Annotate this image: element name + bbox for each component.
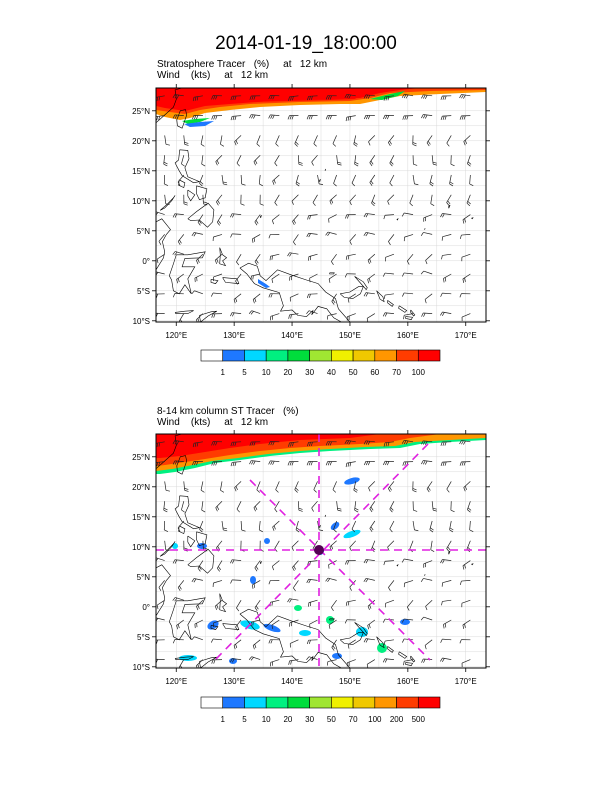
colorbar-swatch (244, 349, 267, 362)
colorbar-swatch (200, 696, 224, 709)
target-point-marker (314, 545, 324, 555)
colorbar-swatch (352, 696, 376, 709)
colorbar-label: 50 (327, 715, 336, 724)
colorbar-swatch (417, 349, 441, 362)
colorbar-swatch (417, 696, 441, 709)
top-map-panel (156, 88, 486, 322)
colorbar-swatch (265, 349, 289, 362)
lat-tick-label: 15°N (132, 513, 150, 522)
lat-tick-label: 10°S (133, 317, 150, 326)
lon-tick-label: 140°E (281, 677, 303, 686)
colorbar-swatch (374, 349, 397, 362)
bottom-map-frame (155, 433, 487, 669)
colorbar-swatch (265, 696, 289, 709)
colorbar-label: 100 (412, 368, 426, 377)
lat-tick-label: 5°N (137, 227, 151, 236)
lon-tick-label: 170°E (455, 677, 477, 686)
top-panel-subtitle-1: Stratosphere Tracer (%) at 12 km (157, 59, 328, 70)
lat-tick-label: 20°N (132, 483, 150, 492)
colorbar-swatch (396, 696, 419, 709)
colorbar-label: 50 (349, 368, 358, 377)
bottom-wind-barbs (156, 439, 474, 668)
colorbar-label: 5 (242, 368, 247, 377)
lat-tick-label: 0° (142, 257, 150, 266)
lon-tick-label: 130°E (223, 331, 245, 340)
lon-tick-label: 150°E (339, 677, 361, 686)
lat-tick-label: 5°N (137, 573, 151, 582)
bottom-panel-subtitle-2: Wind (kts) at 12 km (157, 417, 269, 428)
colorbar-swatch (331, 349, 354, 362)
top-coastlines (156, 88, 474, 322)
colorbar-swatch (244, 696, 267, 709)
colorbar-label: 30 (305, 368, 314, 377)
lat-tick-label: 10°S (133, 663, 150, 672)
lat-tick-label: 25°N (132, 107, 150, 116)
colorbar-swatch (309, 349, 332, 362)
lat-tick-label: 5°S (137, 633, 150, 642)
colorbar-label: 5 (242, 715, 247, 724)
colorbar-label: 70 (349, 715, 358, 724)
lat-tick-label: 25°N (132, 453, 150, 462)
lon-tick-label: 120°E (165, 331, 187, 340)
lon-tick-label: 170°E (455, 331, 477, 340)
bottom-colorbar: 1 5 10 20 30 50 70 100 200 500 (200, 696, 441, 724)
lon-tick-label: 160°E (397, 677, 419, 686)
colorbar-swatch (309, 696, 332, 709)
colorbar-label: 1 (221, 368, 226, 377)
colorbar-swatch (352, 349, 376, 362)
figure-title: 2014-01-19_18:00:00 (215, 33, 397, 54)
top-panel-subtitle-2: Wind (kts) at 12 km (157, 70, 269, 81)
colorbar-label: 1 (221, 715, 226, 724)
lat-tick-label: 10°N (132, 197, 150, 206)
colorbar-label: 200 (390, 715, 404, 724)
top-map-frame (155, 87, 487, 323)
colorbar-swatch (200, 349, 224, 362)
lat-tick-label: 20°N (132, 137, 150, 146)
top-wind-barbs (156, 93, 474, 322)
bottom-axes: 25°N 20°N 15°N 10°N 5°N 0° 5°S 10°S 120°E 130°E 14… (132, 430, 490, 686)
colorbar-swatch (396, 349, 419, 362)
colorbar-label: 40 (327, 368, 336, 377)
colorbar-swatch (374, 696, 397, 709)
lat-tick-label: 15°N (132, 167, 150, 176)
top-axes: 25°N 20°N 15°N 10°N 5°N 0° 5°S 10°S 120°E 130°E 14… (132, 84, 490, 340)
bottom-panel-subtitle-1: 8-14 km column ST Tracer (%) (157, 406, 299, 417)
lat-tick-label: 10°N (132, 543, 150, 552)
colorbar-label: 60 (370, 368, 379, 377)
colorbar-label: 500 (412, 715, 426, 724)
colorbar-label: 100 (368, 715, 382, 724)
colorbar-label: 20 (283, 715, 292, 724)
colorbar-label: 10 (262, 715, 271, 724)
top-colorbar: 1 5 10 20 30 40 50 60 70 100 (200, 349, 441, 377)
bottom-map-panel (156, 434, 486, 668)
colorbar-label: 20 (283, 368, 292, 377)
lon-tick-label: 140°E (281, 331, 303, 340)
lon-tick-label: 130°E (223, 677, 245, 686)
lat-tick-label: 0° (142, 603, 150, 612)
lon-tick-label: 120°E (165, 677, 187, 686)
bottom-coastlines (156, 434, 474, 668)
colorbar-label: 10 (262, 368, 271, 377)
colorbar-swatch (287, 349, 310, 362)
colorbar-swatch (222, 696, 245, 709)
colorbar-swatch (331, 696, 354, 709)
colorbar-swatch (222, 349, 245, 362)
colorbar-label: 30 (305, 715, 314, 724)
colorbar-swatch (287, 696, 310, 709)
lon-tick-label: 150°E (339, 331, 361, 340)
colorbar-label: 70 (392, 368, 401, 377)
lon-tick-label: 160°E (397, 331, 419, 340)
lat-tick-label: 5°S (137, 287, 150, 296)
